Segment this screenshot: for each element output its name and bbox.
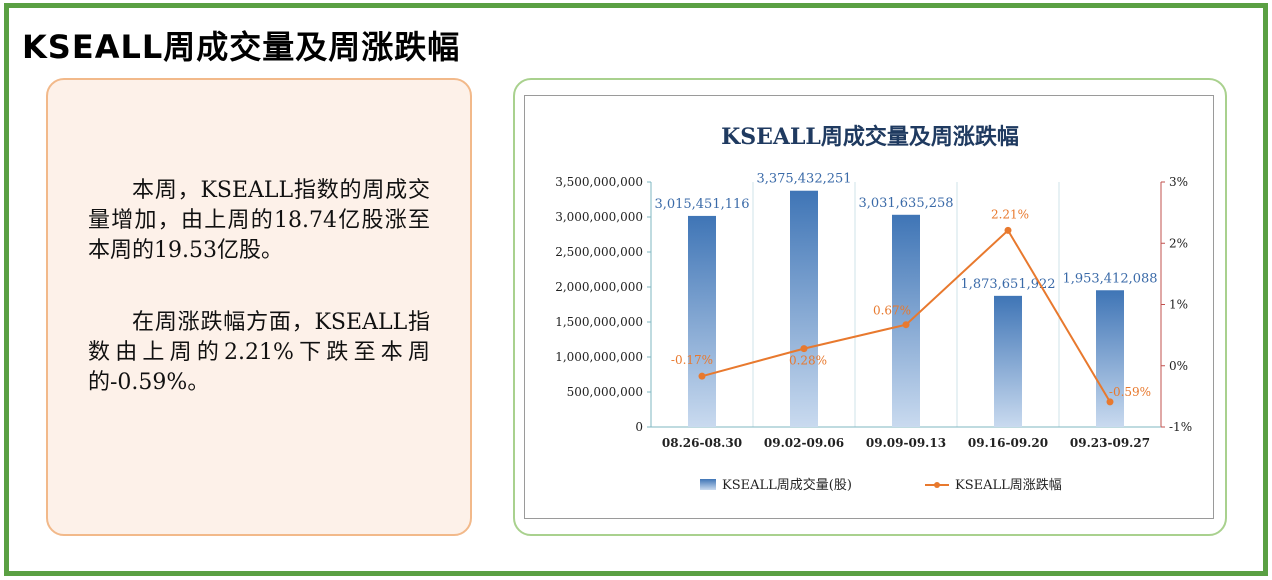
volume-bar (1096, 290, 1124, 427)
change-point-label: -0.17% (671, 353, 713, 367)
volume-bar-label: 3,015,451,116 (654, 197, 749, 212)
change-point-label: 0.28% (789, 354, 827, 368)
change-point-label: 0.67% (873, 304, 911, 318)
volume-bar-label: 3,375,432,251 (756, 172, 851, 187)
volume-bar (688, 215, 716, 427)
volume-summary-text: 本周，KSEALL指数的周成交量增加，由上周的18.74亿股涨至本周的19.53… (88, 178, 430, 263)
chart-title: KSEALL周成交量及周涨跌幅 (721, 124, 1019, 150)
summary-panel: 本周，KSEALL指数的周成交量增加，由上周的18.74亿股涨至本周的19.53… (46, 78, 472, 536)
volume-bar-label: 1,873,651,922 (960, 277, 1055, 292)
volume-bar (892, 214, 920, 427)
x-axis-category-label: 09.02-09.06 (764, 436, 844, 450)
left-axis-tick-label: 1,500,000,000 (555, 315, 643, 329)
change-point (800, 345, 808, 353)
right-axis-tick-label: 0% (1169, 359, 1188, 373)
x-axis-category-label: 09.16-09.20 (968, 436, 1048, 450)
right-axis-tick-label: 2% (1169, 236, 1188, 250)
x-axis-category-label: 09.23-09.27 (1070, 436, 1150, 450)
change-point (698, 372, 706, 380)
combo-chart: KSEALL周成交量及周涨跌幅 0 500,000,000 1,000,000,00… (555, 124, 1192, 493)
left-axis-tick-label: 3,000,000,000 (555, 210, 643, 224)
legend-volume-label: KSEALL周成交量(股) (722, 477, 852, 493)
left-axis-tick-label: 1,000,000,000 (555, 350, 643, 364)
right-axis-tick-label: -1% (1169, 420, 1192, 434)
change-summary-text: 在周涨跌幅方面，KSEALL指数由上周的2.21%下跌至本周的-0.59%。 (88, 310, 430, 395)
legend-change-marker (934, 482, 940, 488)
chart-container: KSEALL周成交量及周涨跌幅 0 500,000,000 1,000,000,00… (524, 95, 1214, 519)
left-axis-tick-label: 500,000,000 (567, 385, 643, 399)
right-axis-tick-label: 3% (1169, 175, 1188, 189)
volume-bar-label: 1,953,412,088 (1062, 271, 1157, 286)
left-axis-tick-label: 2,500,000,000 (555, 245, 643, 259)
volume-bar (994, 295, 1022, 427)
legend-change-label: KSEALL周涨跌幅 (955, 477, 1062, 493)
left-axis-tick-label: 0 (635, 420, 643, 434)
change-point (1004, 226, 1012, 234)
left-axis-tick-label: 3,500,000,000 (555, 175, 643, 189)
left-axis-tick-label: 2,000,000,000 (555, 280, 643, 294)
change-point-label: -0.59% (1109, 385, 1151, 399)
legend-volume-swatch (700, 479, 716, 490)
volume-bar (790, 190, 818, 427)
change-point (1106, 398, 1114, 406)
change-point-label: 2.21% (991, 207, 1029, 221)
page-title: KSEALL周成交量及周涨跌幅 (22, 28, 461, 66)
volume-bar-label: 3,031,635,258 (858, 196, 953, 211)
change-point (902, 321, 910, 329)
x-axis-category-label: 09.09-09.13 (866, 436, 946, 450)
right-axis-tick-label: 1% (1169, 298, 1188, 312)
x-axis-category-label: 08.26-08.30 (662, 436, 742, 450)
